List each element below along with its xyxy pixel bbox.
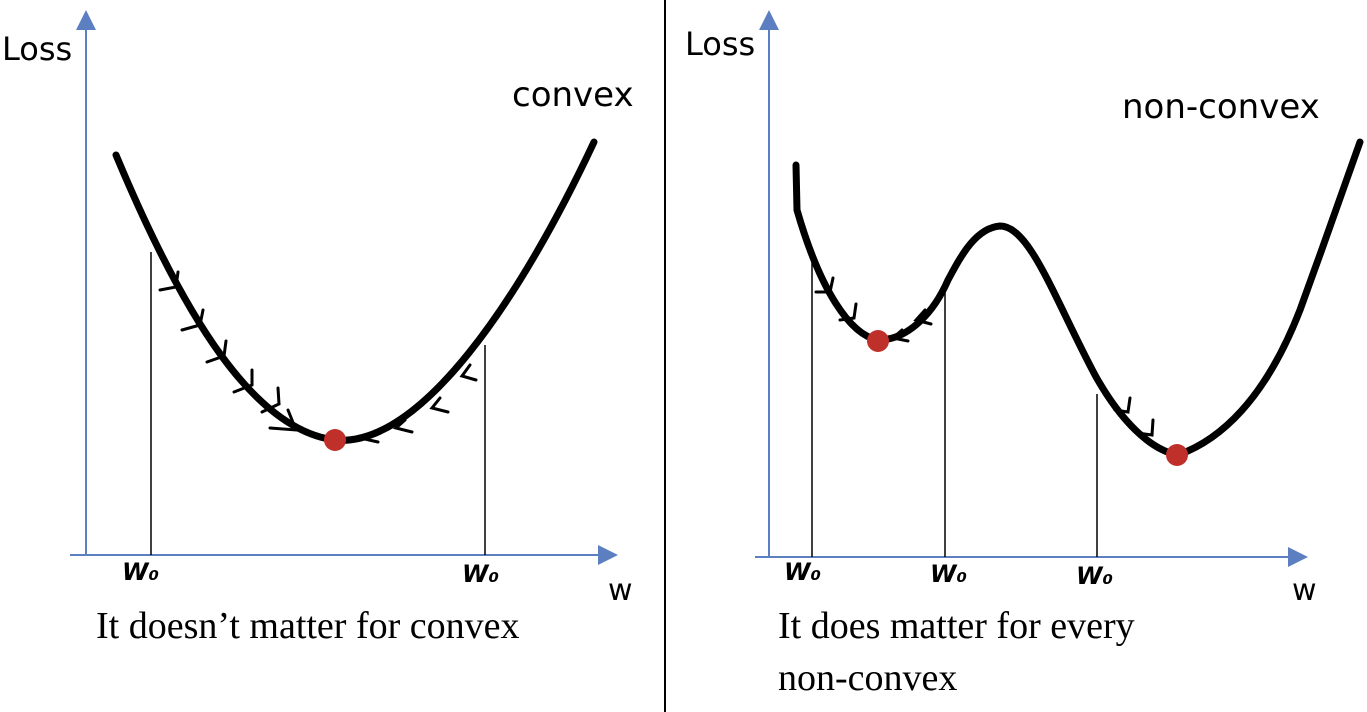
left-start-label-2: W₀ [462, 560, 499, 588]
left-start-label-1: W₀ [122, 558, 159, 586]
right-local-minimum-dot [867, 330, 889, 352]
right-start-label-2: W₀ [930, 560, 967, 588]
right-x-axis-label: w [1292, 573, 1317, 608]
right-descent-arrows [814, 276, 1155, 437]
left-global-minimum-dot [324, 429, 346, 451]
non-convex-curve [792, 138, 1364, 459]
convex-curve [112, 138, 598, 444]
left-x-axis-label: w [608, 573, 633, 608]
left-descent-arrows [158, 270, 478, 444]
right-global-minimum-dot [1166, 444, 1188, 466]
right-start-label-3: W₀ [1076, 562, 1113, 590]
right-caption-line-2: non-convex [778, 657, 958, 699]
right-curve-label: non-convex [1122, 87, 1320, 127]
left-caption: It doesn’t matter for convex [96, 605, 520, 647]
right-y-axis-label: Loss [685, 25, 755, 63]
right-panel: Loss w non-convex W₀ W₀ W₀ [685, 10, 1364, 608]
left-curve-label: convex [512, 75, 634, 115]
left-y-axis-label: Loss [2, 30, 72, 68]
right-start-label-1: W₀ [784, 558, 821, 586]
left-panel: Loss w convex W₀ W₀ [2, 10, 634, 608]
right-caption-line-1: It does matter for every [778, 605, 1135, 647]
